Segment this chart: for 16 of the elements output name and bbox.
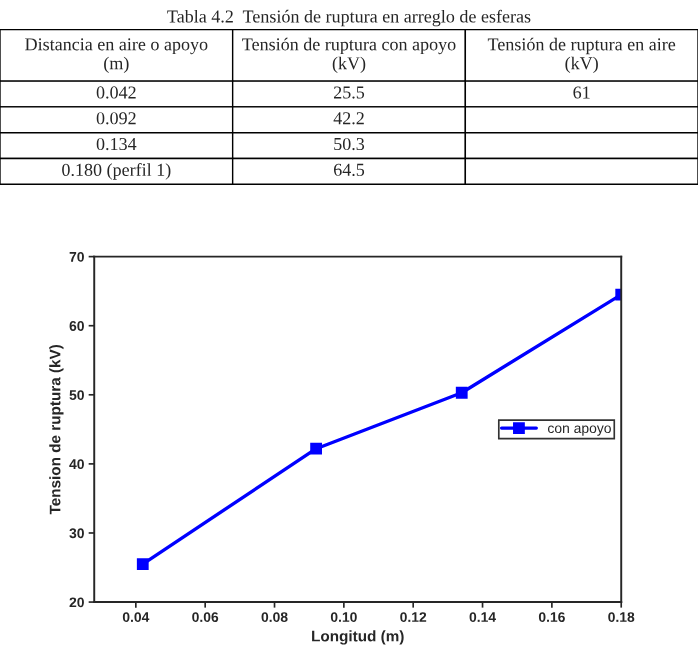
text: 0.180 (perfil 1) [62, 163, 171, 180]
text: 50.3 [334, 137, 365, 151]
text: Distancia en aire o apoyo (m) [25, 38, 208, 74]
chart-title: Tabla 4.2 Tensión de ruptura en arreglo de esferas [167, 9, 531, 27]
point [455, 386, 468, 399]
text: Tensión de ruptura en aire (kV) [487, 37, 676, 74]
point [136, 558, 149, 570]
text: 0.134 [96, 137, 137, 151]
text: 64.5 [333, 163, 365, 176]
text: 0.092 [96, 112, 136, 125]
point [310, 442, 323, 455]
text: 42.2 [333, 112, 364, 125]
text: 61 [573, 86, 590, 99]
text: Tensión de ruptura con apoyo (kV) [242, 37, 456, 74]
text: 25.5 [333, 86, 365, 99]
text: 0.042 [96, 86, 136, 99]
